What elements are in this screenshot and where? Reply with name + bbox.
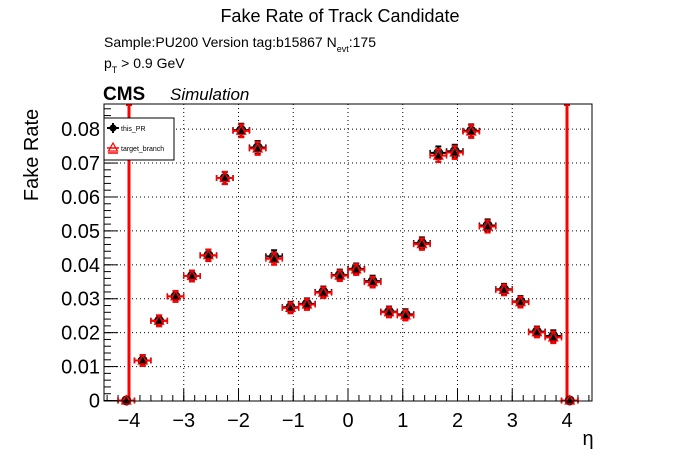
legend-entry-this-pr: this_PR [107, 123, 146, 133]
data-point [183, 269, 201, 283]
y-tick-label: 0.06 [61, 187, 100, 209]
data-point [330, 269, 349, 283]
data-point [314, 286, 333, 300]
data-point [248, 141, 267, 156]
data-point [478, 219, 497, 234]
y-axis-label: Fake Rate [21, 109, 43, 201]
data-point [117, 394, 136, 405]
x-tick-label: −3 [172, 410, 195, 432]
data-point [527, 326, 546, 339]
data-point [150, 314, 169, 328]
cms-label: CMS [103, 84, 145, 105]
legend: this_PR target_branch [103, 117, 175, 161]
data-point [166, 289, 185, 303]
grid-lines [104, 104, 592, 401]
plot-frame [103, 103, 593, 402]
data-point [560, 394, 579, 405]
data-point [462, 124, 481, 139]
data-point [281, 301, 300, 315]
pt-cut-line: pT > 0.9 GeV [104, 55, 185, 75]
y-tick-label: 0.04 [61, 255, 100, 277]
y-tick-label: 0.07 [61, 153, 100, 175]
data-point [396, 309, 415, 322]
x-tick-label: −2 [227, 410, 250, 432]
data-point [445, 145, 464, 160]
x-tick-label: 4 [561, 410, 572, 432]
data-point [511, 295, 530, 309]
axis-ticks [104, 108, 590, 401]
x-tick-label: −1 [282, 410, 305, 432]
y-tick-label: 0.08 [61, 119, 100, 141]
x-tick-label: 3 [507, 410, 518, 432]
legend-label-target-branch: target_branch [121, 146, 164, 153]
y-tick-label: 0.05 [61, 221, 100, 243]
data-point [495, 283, 513, 297]
data-point [380, 306, 399, 319]
open-triangle-marker-icon [107, 141, 119, 152]
data-point [412, 237, 431, 251]
data-point [232, 123, 251, 139]
chart-title: Fake Rate of Track Candidate [220, 6, 459, 26]
x-tick-label: −4 [118, 410, 141, 432]
data-point [215, 170, 234, 186]
data-point [544, 330, 563, 345]
y-tick-label: 0.01 [61, 357, 100, 379]
data-point [429, 148, 448, 164]
legend-entry-target-branch: target_branch [107, 141, 164, 154]
y-tick-label: 0.03 [61, 289, 100, 311]
series-target_branch [117, 123, 579, 405]
y-tick-label: 0 [89, 391, 100, 413]
data-point [363, 275, 382, 289]
data-point [265, 251, 284, 266]
simulation-label: Simulation [170, 85, 249, 104]
x-tick-label: 0 [342, 410, 353, 432]
legend-label-this-pr: this_PR [121, 126, 146, 133]
x-tick-label: 1 [397, 410, 408, 432]
data-point [347, 263, 366, 276]
data-point [297, 298, 316, 311]
x-axis-label: η [582, 428, 593, 450]
data-point [199, 248, 218, 263]
filled-circle-marker-icon [109, 124, 117, 132]
x-tick-label: 2 [452, 410, 463, 432]
data-series [117, 122, 579, 406]
tick-labels: −4 −3 −2 −1 0 1 2 3 4 0 0.01 0.02 0.03 0.04 0.05 0.06 0.… [61, 119, 573, 432]
y-tick-label: 0.02 [61, 323, 100, 345]
data-point [133, 354, 152, 367]
sample-info-line: Sample:PU200 Version tag:b15867 Nevt:175 [104, 34, 376, 54]
